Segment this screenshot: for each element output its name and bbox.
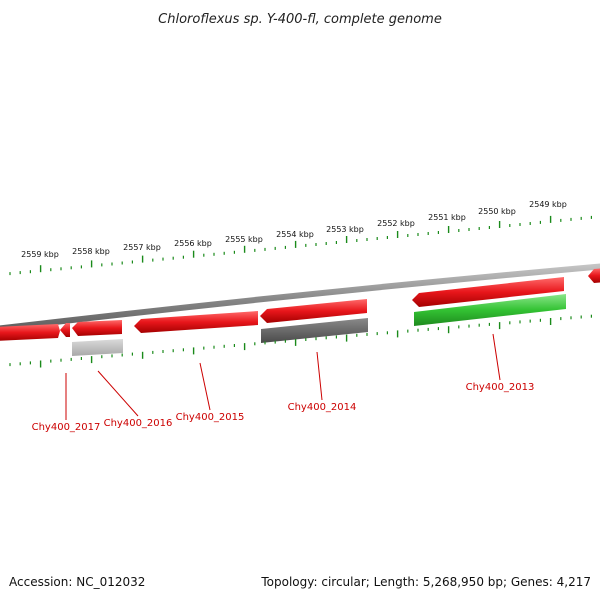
leader-chy400-2016 xyxy=(97,370,139,417)
scale-label-2556: 2556 kbp xyxy=(174,239,212,248)
scale-label-2555: 2555 kbp xyxy=(225,235,263,244)
gene-chy400-2014[interactable] xyxy=(260,299,367,323)
gene-chy400-2016-rna[interactable] xyxy=(72,339,123,356)
gene-chy400-2014-rna[interactable] xyxy=(261,318,368,343)
upper-scale-ticks xyxy=(9,215,593,276)
topology-summary: Topology: circular; Length: 5,268,950 bp… xyxy=(260,575,591,589)
gene-chy400-2015[interactable] xyxy=(134,311,258,333)
gene-label-chy400-2016[interactable]: Chy400_2016 xyxy=(104,418,173,429)
gene-chy400-2017[interactable] xyxy=(60,323,70,337)
gene-label-chy400-2017[interactable]: Chy400_2017 xyxy=(32,422,101,433)
gene-label-chy400-2013[interactable]: Chy400_2013 xyxy=(466,382,535,393)
gene-right-partial[interactable] xyxy=(588,268,600,283)
genome-backbone xyxy=(0,263,600,332)
scale-label-2557: 2557 kbp xyxy=(123,243,161,252)
gene-features xyxy=(0,268,600,356)
leader-chy400-2013 xyxy=(492,333,501,381)
scale-label-2559: 2559 kbp xyxy=(21,250,59,259)
gene-chy400-2017-partial[interactable] xyxy=(0,324,60,341)
gene-chy400-2016[interactable] xyxy=(72,320,122,336)
scale-label-2549: 2549 kbp xyxy=(529,200,567,209)
gene-label-chy400-2015[interactable]: Chy400_2015 xyxy=(176,412,245,423)
scale-label-2554: 2554 kbp xyxy=(276,230,314,239)
gene-labels: Chy400_2017 Chy400_2016 Chy400_2015 Chy4… xyxy=(32,333,535,433)
accession-text: Accession: NC_012032 xyxy=(9,575,145,589)
scale-labels: 2559 kbp 2558 kbp 2557 kbp 2556 kbp 2555… xyxy=(21,200,567,259)
gene-chy400-2013-cds[interactable] xyxy=(414,294,566,326)
scale-label-2558: 2558 kbp xyxy=(72,247,110,256)
lower-scale-ticks xyxy=(9,314,593,368)
scale-label-2552: 2552 kbp xyxy=(377,219,415,228)
scale-label-2550: 2550 kbp xyxy=(478,207,516,216)
scale-label-2551: 2551 kbp xyxy=(428,213,466,222)
leader-chy400-2015 xyxy=(199,362,211,411)
leader-chy400-2014 xyxy=(316,351,323,401)
map-title: Chloroflexus sp. Y-400-fl, complete geno… xyxy=(158,12,442,27)
scale-label-2553: 2553 kbp xyxy=(326,225,364,234)
gene-label-chy400-2014[interactable]: Chy400_2014 xyxy=(288,402,357,413)
gene-chy400-2013[interactable] xyxy=(412,277,564,307)
